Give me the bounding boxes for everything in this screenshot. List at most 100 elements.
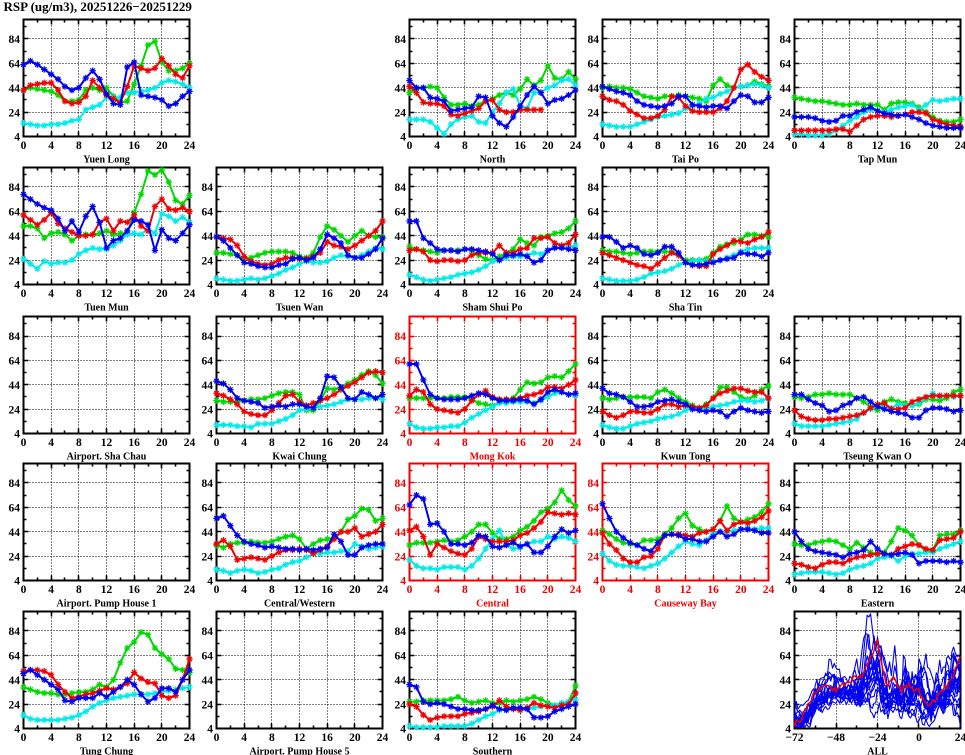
svg-text:Tung Chung: Tung Chung xyxy=(80,746,133,755)
svg-text:44: 44 xyxy=(202,675,214,687)
svg-text:44: 44 xyxy=(780,83,792,95)
svg-text:0: 0 xyxy=(214,584,220,596)
svg-text:64: 64 xyxy=(780,503,792,515)
svg-text:44: 44 xyxy=(780,527,792,539)
svg-text:44: 44 xyxy=(395,231,407,243)
svg-text:16: 16 xyxy=(707,437,719,449)
svg-text:20: 20 xyxy=(156,288,168,300)
svg-text:4: 4 xyxy=(627,437,633,449)
svg-text:12: 12 xyxy=(680,288,692,300)
svg-text:64: 64 xyxy=(395,207,407,219)
svg-text:4: 4 xyxy=(593,132,599,144)
svg-text:24: 24 xyxy=(377,584,389,596)
svg-text:44: 44 xyxy=(588,380,600,392)
svg-text:8: 8 xyxy=(269,732,275,744)
svg-text:64: 64 xyxy=(9,651,21,663)
svg-text:12: 12 xyxy=(872,437,884,449)
svg-text:Airport. Pump House 1: Airport. Pump House 1 xyxy=(57,598,157,609)
svg-text:44: 44 xyxy=(780,675,792,687)
svg-text:24: 24 xyxy=(184,140,196,152)
svg-text:64: 64 xyxy=(395,651,407,663)
svg-text:4: 4 xyxy=(785,132,791,144)
svg-text:64: 64 xyxy=(202,356,214,368)
svg-text:12: 12 xyxy=(294,288,306,300)
svg-text:24: 24 xyxy=(377,437,389,449)
svg-text:8: 8 xyxy=(655,584,661,596)
svg-text:16: 16 xyxy=(128,732,140,744)
svg-text:24: 24 xyxy=(395,551,407,563)
svg-text:20: 20 xyxy=(156,140,168,152)
svg-text:24: 24 xyxy=(570,584,582,596)
svg-text:4: 4 xyxy=(14,280,20,292)
svg-text:44: 44 xyxy=(202,231,214,243)
svg-text:Yuen Long: Yuen Long xyxy=(83,154,130,165)
svg-text:24: 24 xyxy=(955,437,965,449)
svg-text:Southern: Southern xyxy=(473,746,513,755)
svg-text:24: 24 xyxy=(184,732,196,744)
svg-text:20: 20 xyxy=(156,584,168,596)
svg-text:16: 16 xyxy=(707,140,719,152)
svg-text:Kwai Chung: Kwai Chung xyxy=(272,451,326,462)
svg-text:44: 44 xyxy=(202,380,214,392)
svg-text:8: 8 xyxy=(269,288,275,300)
svg-text:4: 4 xyxy=(48,288,54,300)
svg-text:12: 12 xyxy=(101,288,113,300)
svg-text:Tap Mun: Tap Mun xyxy=(858,154,898,165)
svg-text:8: 8 xyxy=(655,288,661,300)
svg-text:12: 12 xyxy=(294,732,306,744)
svg-text:8: 8 xyxy=(462,437,468,449)
svg-text:4: 4 xyxy=(207,429,213,441)
svg-text:24: 24 xyxy=(9,255,21,267)
svg-text:20: 20 xyxy=(542,437,554,449)
svg-text:44: 44 xyxy=(9,675,21,687)
svg-text:84: 84 xyxy=(202,626,214,638)
svg-text:4: 4 xyxy=(48,584,54,596)
svg-text:8: 8 xyxy=(462,732,468,744)
svg-text:20: 20 xyxy=(735,140,747,152)
svg-text:16: 16 xyxy=(514,584,526,596)
svg-text:8: 8 xyxy=(847,584,853,596)
svg-text:64: 64 xyxy=(9,503,21,515)
svg-text:12: 12 xyxy=(101,140,113,152)
svg-text:24: 24 xyxy=(9,404,21,416)
svg-text:0: 0 xyxy=(792,140,798,152)
svg-text:Central/Western: Central/Western xyxy=(264,598,336,609)
svg-text:64: 64 xyxy=(202,651,214,663)
svg-text:0: 0 xyxy=(600,437,606,449)
svg-text:64: 64 xyxy=(9,59,21,71)
svg-text:8: 8 xyxy=(462,140,468,152)
svg-text:12: 12 xyxy=(487,437,499,449)
svg-text:84: 84 xyxy=(9,626,21,638)
svg-text:16: 16 xyxy=(321,437,333,449)
svg-text:12: 12 xyxy=(101,437,113,449)
svg-text:24: 24 xyxy=(780,699,792,711)
svg-text:Airport. Sha Chau: Airport. Sha Chau xyxy=(67,451,147,462)
svg-text:24: 24 xyxy=(570,140,582,152)
svg-text:24: 24 xyxy=(184,437,196,449)
svg-text:64: 64 xyxy=(780,651,792,663)
svg-text:8: 8 xyxy=(76,732,82,744)
svg-text:24: 24 xyxy=(588,107,600,119)
svg-text:24: 24 xyxy=(202,699,214,711)
svg-text:Mong Kok: Mong Kok xyxy=(470,451,516,462)
svg-text:Sham Shui Po: Sham Shui Po xyxy=(462,302,522,313)
svg-text:16: 16 xyxy=(899,584,911,596)
svg-text:84: 84 xyxy=(780,478,792,490)
svg-text:24: 24 xyxy=(9,699,21,711)
svg-text:20: 20 xyxy=(542,732,554,744)
svg-text:12: 12 xyxy=(872,140,884,152)
svg-text:16: 16 xyxy=(514,732,526,744)
svg-text:44: 44 xyxy=(588,527,600,539)
svg-text:0: 0 xyxy=(214,732,220,744)
svg-text:20: 20 xyxy=(735,288,747,300)
svg-text:4: 4 xyxy=(241,584,247,596)
svg-text:24: 24 xyxy=(377,288,389,300)
svg-text:64: 64 xyxy=(395,59,407,71)
svg-text:24: 24 xyxy=(763,288,775,300)
svg-text:8: 8 xyxy=(462,584,468,596)
svg-text:4: 4 xyxy=(207,576,213,588)
svg-text:Eastern: Eastern xyxy=(861,598,895,609)
svg-text:84: 84 xyxy=(9,331,21,343)
svg-text:24: 24 xyxy=(9,551,21,563)
svg-text:16: 16 xyxy=(321,732,333,744)
